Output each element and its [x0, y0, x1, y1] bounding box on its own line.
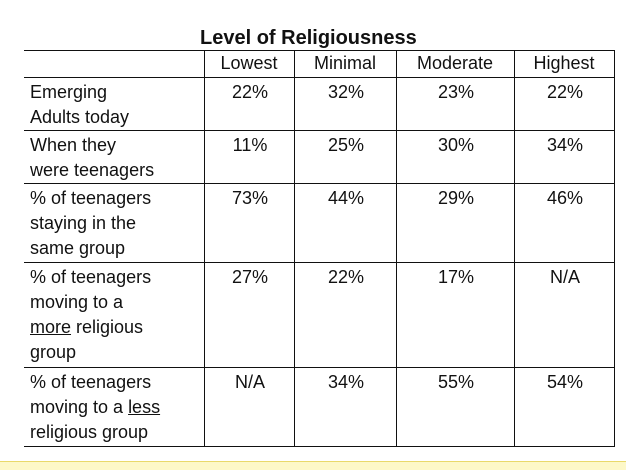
- table-row: % of teenagers moving to a more religiou…: [24, 262, 615, 368]
- table-cell: 46%: [513, 183, 615, 263]
- table-row: % of teenagers moving to a less religiou…: [24, 367, 615, 447]
- table-row: % of teenagers staying in the same group…: [24, 183, 615, 263]
- row-label-text: were teenagers: [30, 160, 155, 180]
- table-cell: 44%: [293, 183, 397, 263]
- table-cell: 17%: [395, 262, 515, 368]
- row-label-text: religious group: [30, 422, 149, 442]
- table-row: When they were teenagers 11% 25% 30% 34%: [24, 130, 615, 184]
- header-blank-cell: [24, 50, 205, 78]
- row-label-text: Adults today: [30, 107, 130, 127]
- table-cell: 22%: [293, 262, 397, 368]
- row-label-text: staying in the: [30, 213, 137, 233]
- table-cell: 11%: [203, 130, 295, 184]
- column-header-lowest: Lowest: [203, 50, 295, 78]
- row-label-text: % of teenagers: [30, 188, 152, 208]
- row-label-text: % of teenagers: [30, 267, 152, 287]
- row-label: % of teenagers staying in the same group: [24, 183, 205, 263]
- table-cell: 22%: [513, 77, 615, 131]
- column-header-minimal: Minimal: [293, 50, 397, 78]
- row-label: Emerging Adults today: [24, 77, 205, 131]
- table-cell: 73%: [203, 183, 295, 263]
- row-label-emphasis: less: [128, 397, 161, 417]
- religiousness-table: Lowest Minimal Moderate Highest Emerging…: [24, 50, 615, 447]
- row-label-text: moving to a: [30, 292, 124, 312]
- table-cell: 22%: [203, 77, 295, 131]
- table-cell: N/A: [203, 367, 295, 447]
- row-label: % of teenagers moving to a less religiou…: [24, 367, 205, 447]
- row-label-text: same group: [30, 238, 126, 258]
- row-label-text: religious: [71, 317, 144, 337]
- table-cell: 30%: [395, 130, 515, 184]
- row-label-text: group: [30, 342, 77, 362]
- table-cell: 25%: [293, 130, 397, 184]
- table-cell: 55%: [395, 367, 515, 447]
- table-cell: 29%: [395, 183, 515, 263]
- column-header-highest: Highest: [513, 50, 615, 78]
- table-cell: 32%: [293, 77, 397, 131]
- table-cell: 23%: [395, 77, 515, 131]
- row-label: When they were teenagers: [24, 130, 205, 184]
- row-label: % of teenagers moving to a more religiou…: [24, 262, 205, 368]
- slide-bottom-band: [0, 462, 626, 470]
- table-cell: 54%: [513, 367, 615, 447]
- row-label-text: moving to a: [30, 397, 129, 417]
- table-row: Emerging Adults today 22% 32% 23% 22%: [24, 77, 615, 131]
- table-cell: N/A: [513, 262, 615, 368]
- row-label-emphasis: more: [30, 317, 72, 337]
- table-cell: 34%: [513, 130, 615, 184]
- slide-bottom-line: [0, 461, 626, 462]
- column-header-moderate: Moderate: [395, 50, 515, 78]
- row-label-text: When they: [30, 135, 117, 155]
- row-label-text: % of teenagers: [30, 372, 152, 392]
- header-row: Lowest Minimal Moderate Highest: [24, 50, 615, 78]
- row-label-text: Emerging: [30, 82, 108, 102]
- table-cell: 34%: [293, 367, 397, 447]
- table-title: Level of Religiousness: [200, 27, 417, 49]
- table-cell: 27%: [203, 262, 295, 368]
